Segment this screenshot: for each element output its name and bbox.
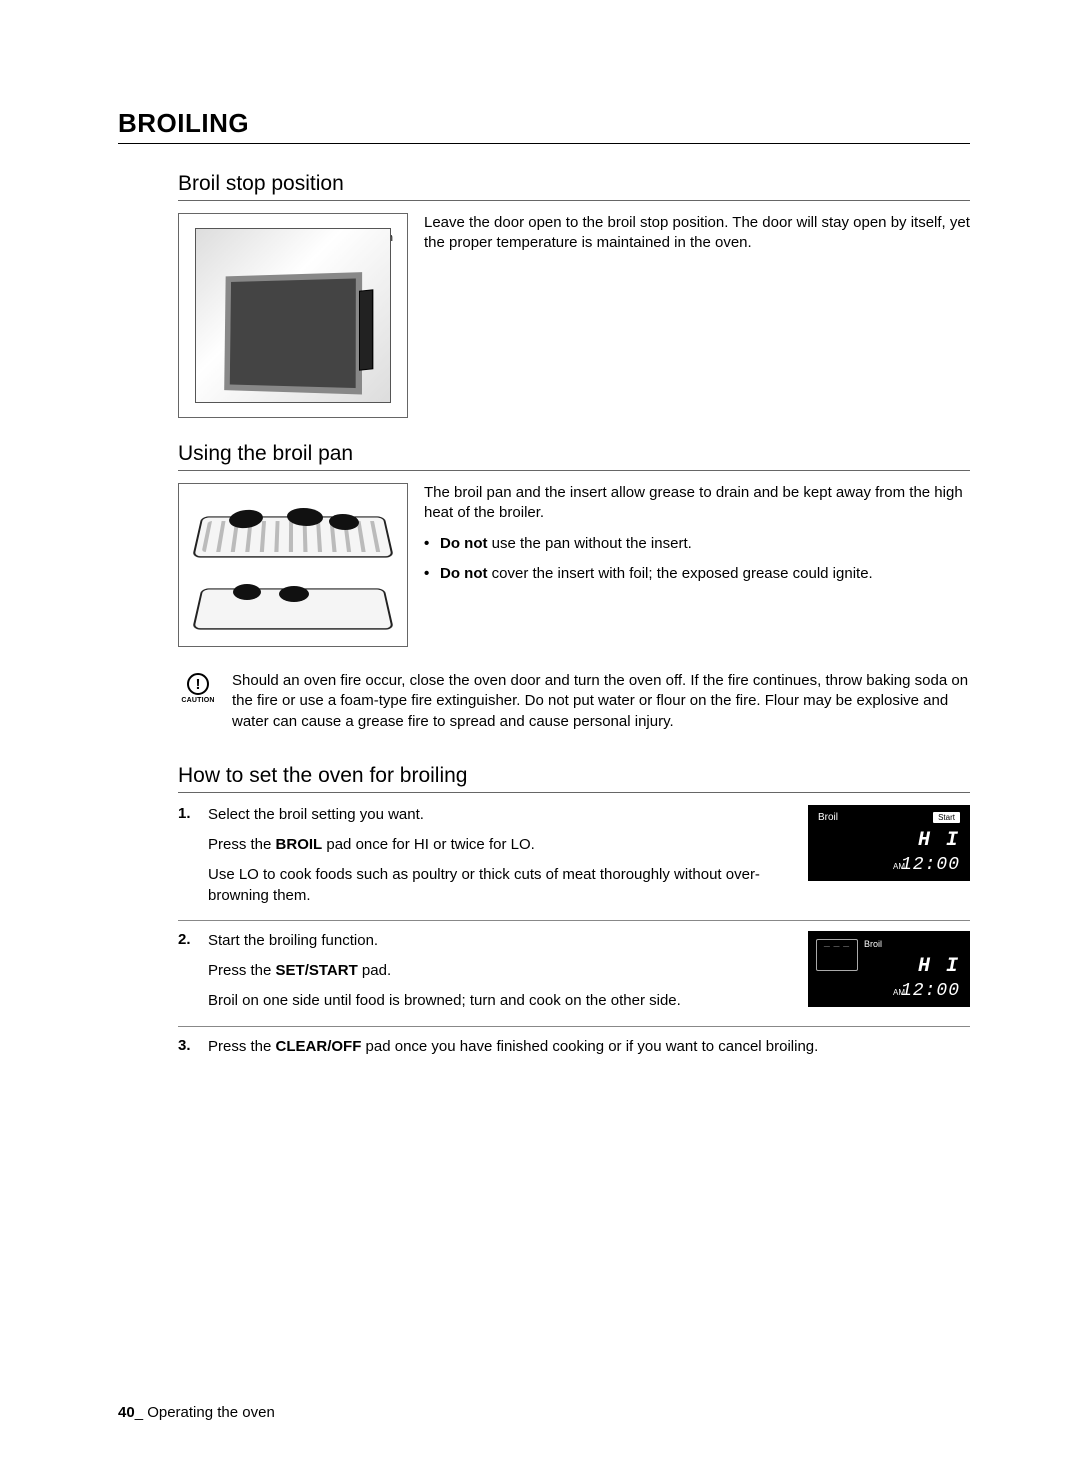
step-text: Press the CLEAR/OFF pad once you have fi… [208, 1037, 970, 1057]
step-number: 2. [178, 931, 196, 1012]
step-item: 1. Select the broil setting you want. Pr… [178, 805, 970, 921]
oven-display-1: Broil Start H I AM 12:00 [808, 805, 970, 881]
caution-block: ! CAUTION Should an oven fire occur, clo… [178, 671, 970, 742]
text: Press the [208, 1038, 276, 1055]
footer-sep: _ [135, 1404, 148, 1421]
step-body: Start the broiling function. Press the S… [208, 931, 796, 1012]
text: pad. [358, 962, 391, 979]
page-title: BROILING [118, 108, 970, 144]
text: use the pan without the insert. [487, 535, 691, 552]
step-body: Press the CLEAR/OFF pad once you have fi… [208, 1037, 970, 1057]
display-clock: 12:00 [901, 981, 960, 1001]
step-item: 2. Start the broiling function. Press th… [178, 931, 970, 1027]
text: Press the [208, 836, 276, 853]
bold-text: CLEAR/OFF [276, 1038, 362, 1055]
step-text: Press the SET/START pad. [208, 961, 796, 981]
step-text: Start the broiling function. [208, 931, 796, 951]
section-broil-stop: Broil stop position Broil stop position … [178, 172, 970, 1071]
step-text: Press the BROIL pad once for HI or twice… [208, 835, 796, 855]
step-text: Broil on one side until food is browned;… [208, 991, 796, 1011]
step-number: 1. [178, 805, 196, 906]
display-clock: 12:00 [901, 855, 960, 875]
bold-text: SET/START [276, 962, 358, 979]
chapter-title: Operating the oven [147, 1404, 275, 1421]
step-text: Select the broil setting you want. [208, 805, 796, 825]
step-body: Select the broil setting you want. Press… [208, 805, 796, 906]
section1-paragraph: Leave the door open to the broil stop po… [424, 213, 970, 408]
display-outline-box: — — — [816, 939, 858, 971]
illustration-oven-door: Broil stop position [178, 213, 408, 418]
section2-paragraph: The broil pan and the insert allow greas… [424, 483, 970, 524]
step-text: Use LO to cook foods such as poultry or … [208, 865, 796, 906]
list-item: Do not cover the insert with foil; the e… [424, 564, 970, 584]
text: pad once for HI or twice for LO. [322, 836, 535, 853]
display-broil-label: Broil [818, 812, 838, 823]
text: Press the [208, 962, 276, 979]
oven-display-2: — — — Broil H I AM 12:00 [808, 931, 970, 1007]
caution-text: Should an oven fire occur, close the ove… [232, 671, 970, 732]
display-hi: H I [918, 829, 960, 852]
oven-drawing [185, 220, 401, 411]
exclamation-icon: ! [187, 673, 209, 695]
caution-label: CAUTION [178, 697, 218, 704]
caution-icon: ! CAUTION [178, 671, 218, 742]
section2-list: Do not use the pan without the insert. D… [424, 534, 970, 585]
illustration-broil-pan [178, 483, 408, 647]
list-item: Do not use the pan without the insert. [424, 534, 970, 554]
step-number: 3. [178, 1037, 196, 1057]
page-number: 40 [118, 1404, 135, 1421]
step-item: 3. Press the CLEAR/OFF pad once you have… [178, 1037, 970, 1071]
page-footer: 40_ Operating the oven [118, 1404, 275, 1421]
text: cover the insert with foil; the exposed … [487, 565, 872, 582]
steps-list: 1. Select the broil setting you want. Pr… [178, 805, 970, 1071]
display-hi: H I [918, 955, 960, 978]
text: pad once you have finished cooking or if… [361, 1038, 818, 1055]
display-start-label: Start [933, 812, 960, 823]
bold-text: Do not [440, 565, 487, 582]
bold-text: BROIL [276, 836, 323, 853]
display-broil-label: Broil [864, 939, 882, 949]
subsection-title: Broil stop position [178, 172, 970, 201]
subsection-title: Using the broil pan [178, 442, 970, 471]
bold-text: Do not [440, 535, 487, 552]
subsection-title: How to set the oven for broiling [178, 764, 970, 793]
